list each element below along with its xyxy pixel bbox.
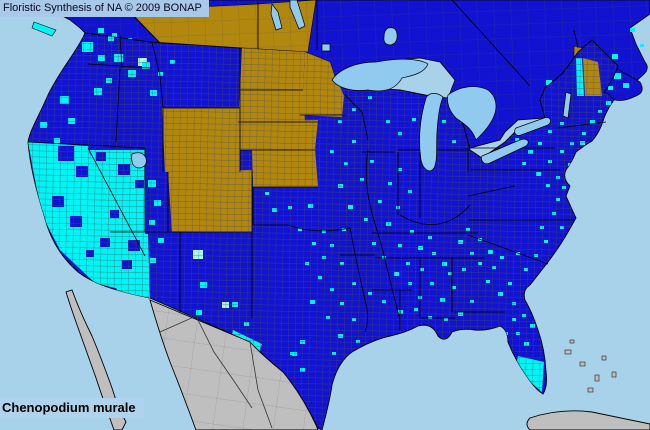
lake-manitoba <box>270 3 283 31</box>
mexico-state-borders <box>159 315 273 429</box>
county-marker <box>630 28 635 32</box>
lake-michigan <box>419 93 444 172</box>
county-marker <box>612 54 618 59</box>
county-marker <box>623 83 629 88</box>
lake-of-the-woods <box>321 43 331 52</box>
bahamas <box>564 339 617 393</box>
lake-superior <box>331 58 429 92</box>
county-marker <box>608 86 613 90</box>
county-marker <box>112 33 117 37</box>
vancouver-island <box>31 21 57 37</box>
lake-erie <box>481 138 529 165</box>
county-marker <box>640 44 644 47</box>
lake-huron <box>447 86 497 141</box>
lake-ontario <box>514 117 551 136</box>
county-marker <box>546 80 552 85</box>
lake-winnipeg <box>289 0 306 30</box>
county-marker <box>614 73 621 79</box>
map-title: Floristic Synthesis of NA © 2009 BONAP <box>0 0 209 17</box>
county-marker <box>98 28 104 33</box>
great-salt-lake <box>131 152 147 169</box>
canada-province-borders <box>133 0 579 87</box>
species-label: Chenopodium murale <box>0 398 144 418</box>
cuba <box>526 410 650 430</box>
baja-california <box>65 289 127 430</box>
lake-champlain <box>562 91 572 119</box>
lake-nipigon <box>383 27 398 46</box>
great-lakes <box>131 0 572 172</box>
